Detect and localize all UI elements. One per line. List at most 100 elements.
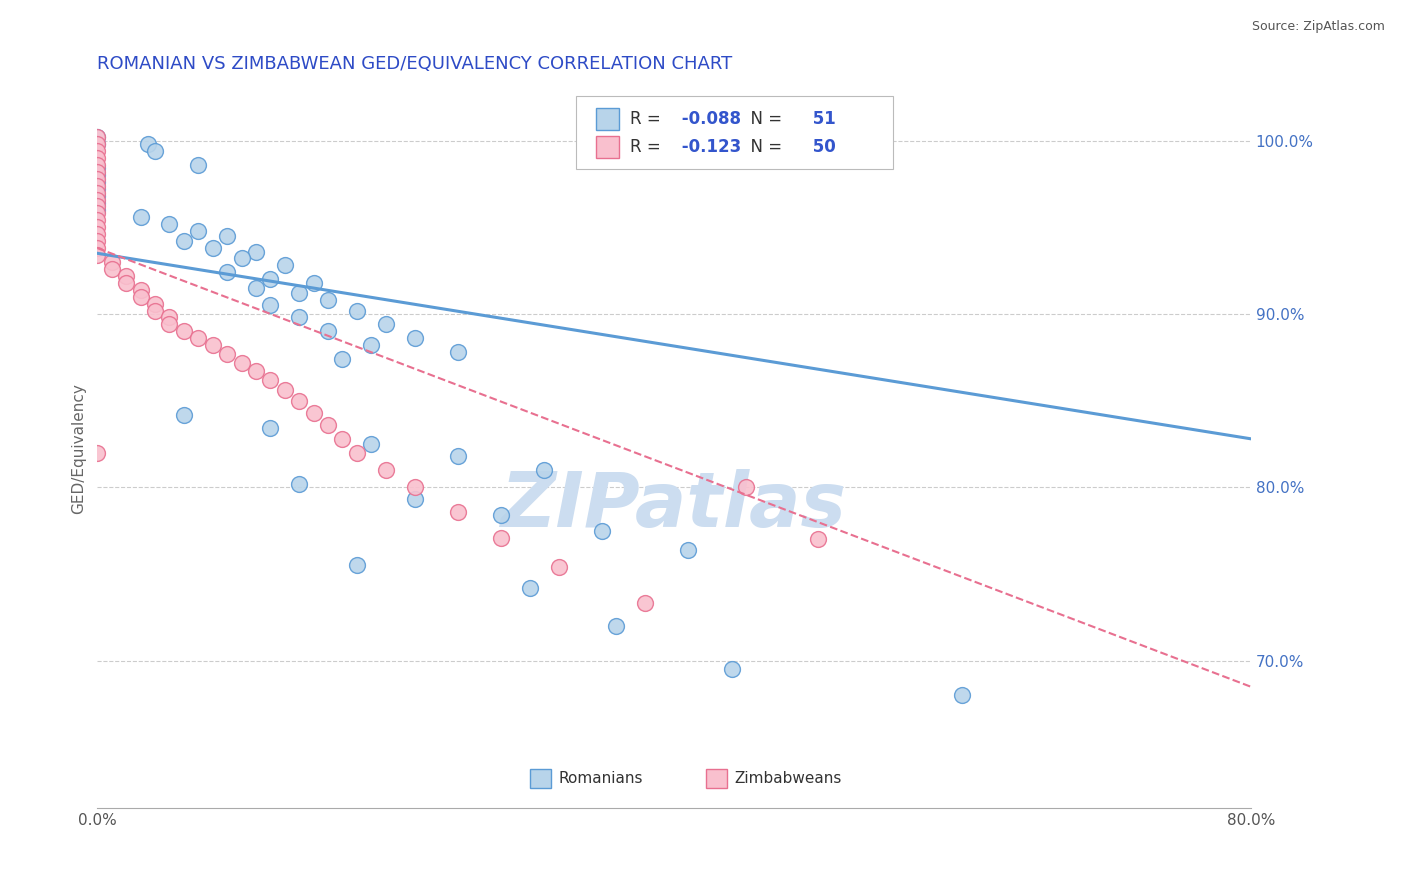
Point	[404, 331, 426, 345]
Text: Zimbabweans: Zimbabweans	[734, 771, 841, 786]
Point	[332, 352, 354, 367]
FancyBboxPatch shape	[706, 769, 727, 788]
Point	[720, 662, 742, 676]
Text: N =: N =	[740, 111, 787, 128]
Point	[519, 581, 541, 595]
Point	[678, 542, 700, 557]
Point	[86, 151, 108, 165]
Point	[231, 355, 253, 369]
Point	[547, 560, 569, 574]
Point	[374, 318, 396, 332]
Point	[952, 689, 974, 703]
Point	[187, 158, 209, 172]
Point	[316, 324, 339, 338]
Point	[86, 175, 108, 189]
Point	[86, 182, 108, 196]
Point	[374, 463, 396, 477]
Point	[201, 338, 224, 352]
Y-axis label: GED/Equivalency: GED/Equivalency	[72, 383, 86, 514]
Point	[86, 234, 108, 248]
Text: ROMANIAN VS ZIMBABWEAN GED/EQUIVALENCY CORRELATION CHART: ROMANIAN VS ZIMBABWEAN GED/EQUIVALENCY C…	[97, 55, 733, 73]
Point	[605, 619, 627, 633]
Point	[129, 210, 152, 224]
Point	[86, 241, 108, 255]
Point	[447, 449, 470, 463]
Point	[302, 406, 325, 420]
Point	[173, 324, 195, 338]
Point	[274, 384, 297, 398]
Point	[217, 347, 239, 361]
Point	[86, 165, 108, 179]
Point	[231, 252, 253, 266]
Point	[288, 310, 311, 325]
Point	[159, 217, 181, 231]
Point	[86, 193, 108, 207]
Point	[136, 137, 159, 152]
Point	[245, 364, 267, 378]
Point	[245, 281, 267, 295]
Point	[259, 421, 281, 435]
Point	[86, 186, 108, 200]
Point	[187, 331, 209, 345]
Text: Source: ZipAtlas.com: Source: ZipAtlas.com	[1251, 20, 1385, 33]
Point	[86, 227, 108, 242]
Point	[201, 241, 224, 255]
Point	[143, 303, 166, 318]
Point	[115, 276, 138, 290]
FancyBboxPatch shape	[596, 109, 619, 130]
Point	[288, 393, 311, 408]
Point	[360, 437, 382, 451]
Text: -0.088: -0.088	[676, 111, 741, 128]
Text: R =: R =	[630, 111, 666, 128]
Point	[404, 480, 426, 494]
Point	[159, 310, 181, 325]
Point	[86, 178, 108, 193]
Point	[346, 445, 368, 459]
Point	[217, 265, 239, 279]
Text: Romanians: Romanians	[558, 771, 643, 786]
Point	[86, 196, 108, 211]
Point	[591, 524, 613, 538]
Point	[86, 202, 108, 217]
Point	[100, 255, 122, 269]
Point	[489, 531, 512, 545]
Point	[159, 318, 181, 332]
Point	[129, 283, 152, 297]
Point	[533, 463, 555, 477]
Point	[447, 505, 470, 519]
Point	[332, 432, 354, 446]
Point	[259, 373, 281, 387]
FancyBboxPatch shape	[596, 136, 619, 158]
Point	[447, 345, 470, 359]
Point	[86, 199, 108, 213]
Point	[288, 476, 311, 491]
Point	[634, 597, 657, 611]
Point	[100, 261, 122, 276]
Text: 51: 51	[807, 111, 835, 128]
Point	[86, 161, 108, 176]
Point	[187, 224, 209, 238]
FancyBboxPatch shape	[530, 769, 551, 788]
Point	[274, 259, 297, 273]
Text: N =: N =	[740, 138, 787, 156]
Point	[143, 144, 166, 158]
Point	[129, 290, 152, 304]
Point	[86, 445, 108, 459]
Point	[86, 130, 108, 145]
Point	[346, 303, 368, 318]
Point	[302, 276, 325, 290]
Point	[86, 206, 108, 220]
Point	[288, 286, 311, 301]
Point	[316, 417, 339, 432]
Text: R =: R =	[630, 138, 666, 156]
Point	[86, 171, 108, 186]
Point	[86, 137, 108, 152]
FancyBboxPatch shape	[576, 95, 893, 169]
Point	[259, 272, 281, 286]
Point	[86, 248, 108, 262]
Point	[86, 189, 108, 203]
Point	[346, 558, 368, 573]
Point	[245, 244, 267, 259]
Text: -0.123: -0.123	[676, 138, 741, 156]
Point	[173, 234, 195, 248]
